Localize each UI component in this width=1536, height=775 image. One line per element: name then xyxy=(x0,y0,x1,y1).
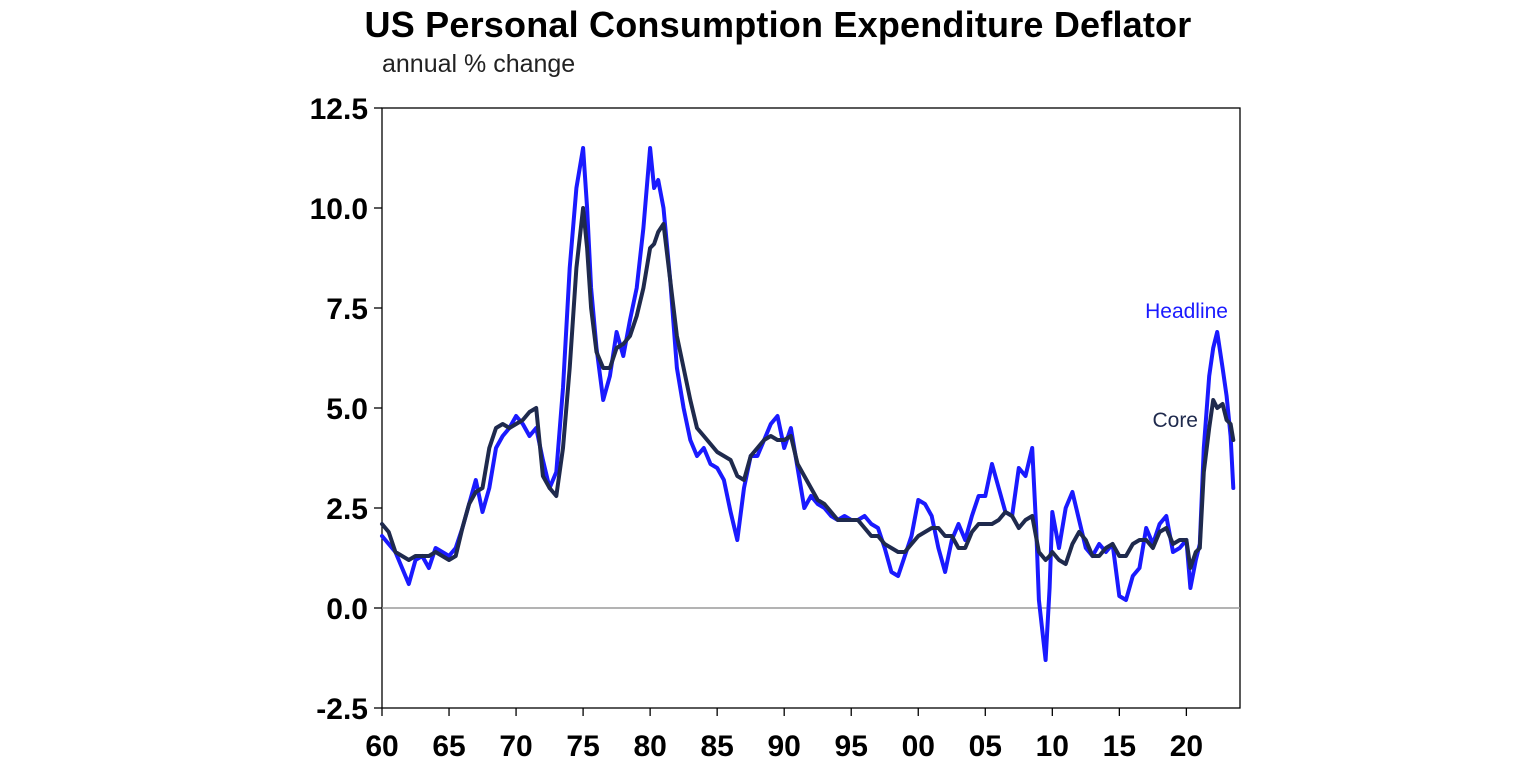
x-tick-label: 10 xyxy=(1036,730,1069,763)
y-tick-label: 2.5 xyxy=(326,493,368,526)
plot-area xyxy=(381,107,1241,709)
series-label-headline: Headline xyxy=(1145,300,1228,323)
series-line-core xyxy=(380,206,1236,570)
series-label-core: Core xyxy=(1152,409,1198,432)
x-tick-label: 20 xyxy=(1170,730,1203,763)
y-axis: 12.5 10.0 7.5 5.0 2.5 0.0 -2.5 xyxy=(310,93,382,726)
x-tick-label: 85 xyxy=(700,730,733,763)
y-tick-label: -2.5 xyxy=(316,693,368,726)
x-tick-label: 60 xyxy=(365,730,398,763)
x-tick-label: 15 xyxy=(1103,730,1136,763)
x-tick-label: 75 xyxy=(566,730,599,763)
x-tick-label: 05 xyxy=(969,730,1002,763)
x-tick-label: 70 xyxy=(499,730,532,763)
x-tick-label: 80 xyxy=(633,730,666,763)
x-tick-label: 90 xyxy=(768,730,801,763)
x-tick-label: 95 xyxy=(835,730,868,763)
y-tick-label: 5.0 xyxy=(326,393,368,426)
x-tick-label: 00 xyxy=(902,730,935,763)
x-axis: 60 65 70 75 80 85 90 95 00 05 10 15 20 xyxy=(365,708,1203,763)
series-labels: Headline Core xyxy=(1145,300,1228,432)
y-tick-label: 10.0 xyxy=(310,193,368,226)
plot-border xyxy=(381,107,1241,709)
series-layer xyxy=(380,146,1236,662)
chart-title: US Personal Consumption Expenditure Defl… xyxy=(364,4,1192,45)
y-tick-label: 12.5 xyxy=(310,93,368,126)
x-tick-label: 65 xyxy=(432,730,465,763)
y-tick-label: 0.0 xyxy=(326,593,368,626)
chart-subtitle: annual % change xyxy=(382,50,576,78)
series-line-headline xyxy=(380,146,1236,662)
y-tick-label: 7.5 xyxy=(326,293,368,326)
